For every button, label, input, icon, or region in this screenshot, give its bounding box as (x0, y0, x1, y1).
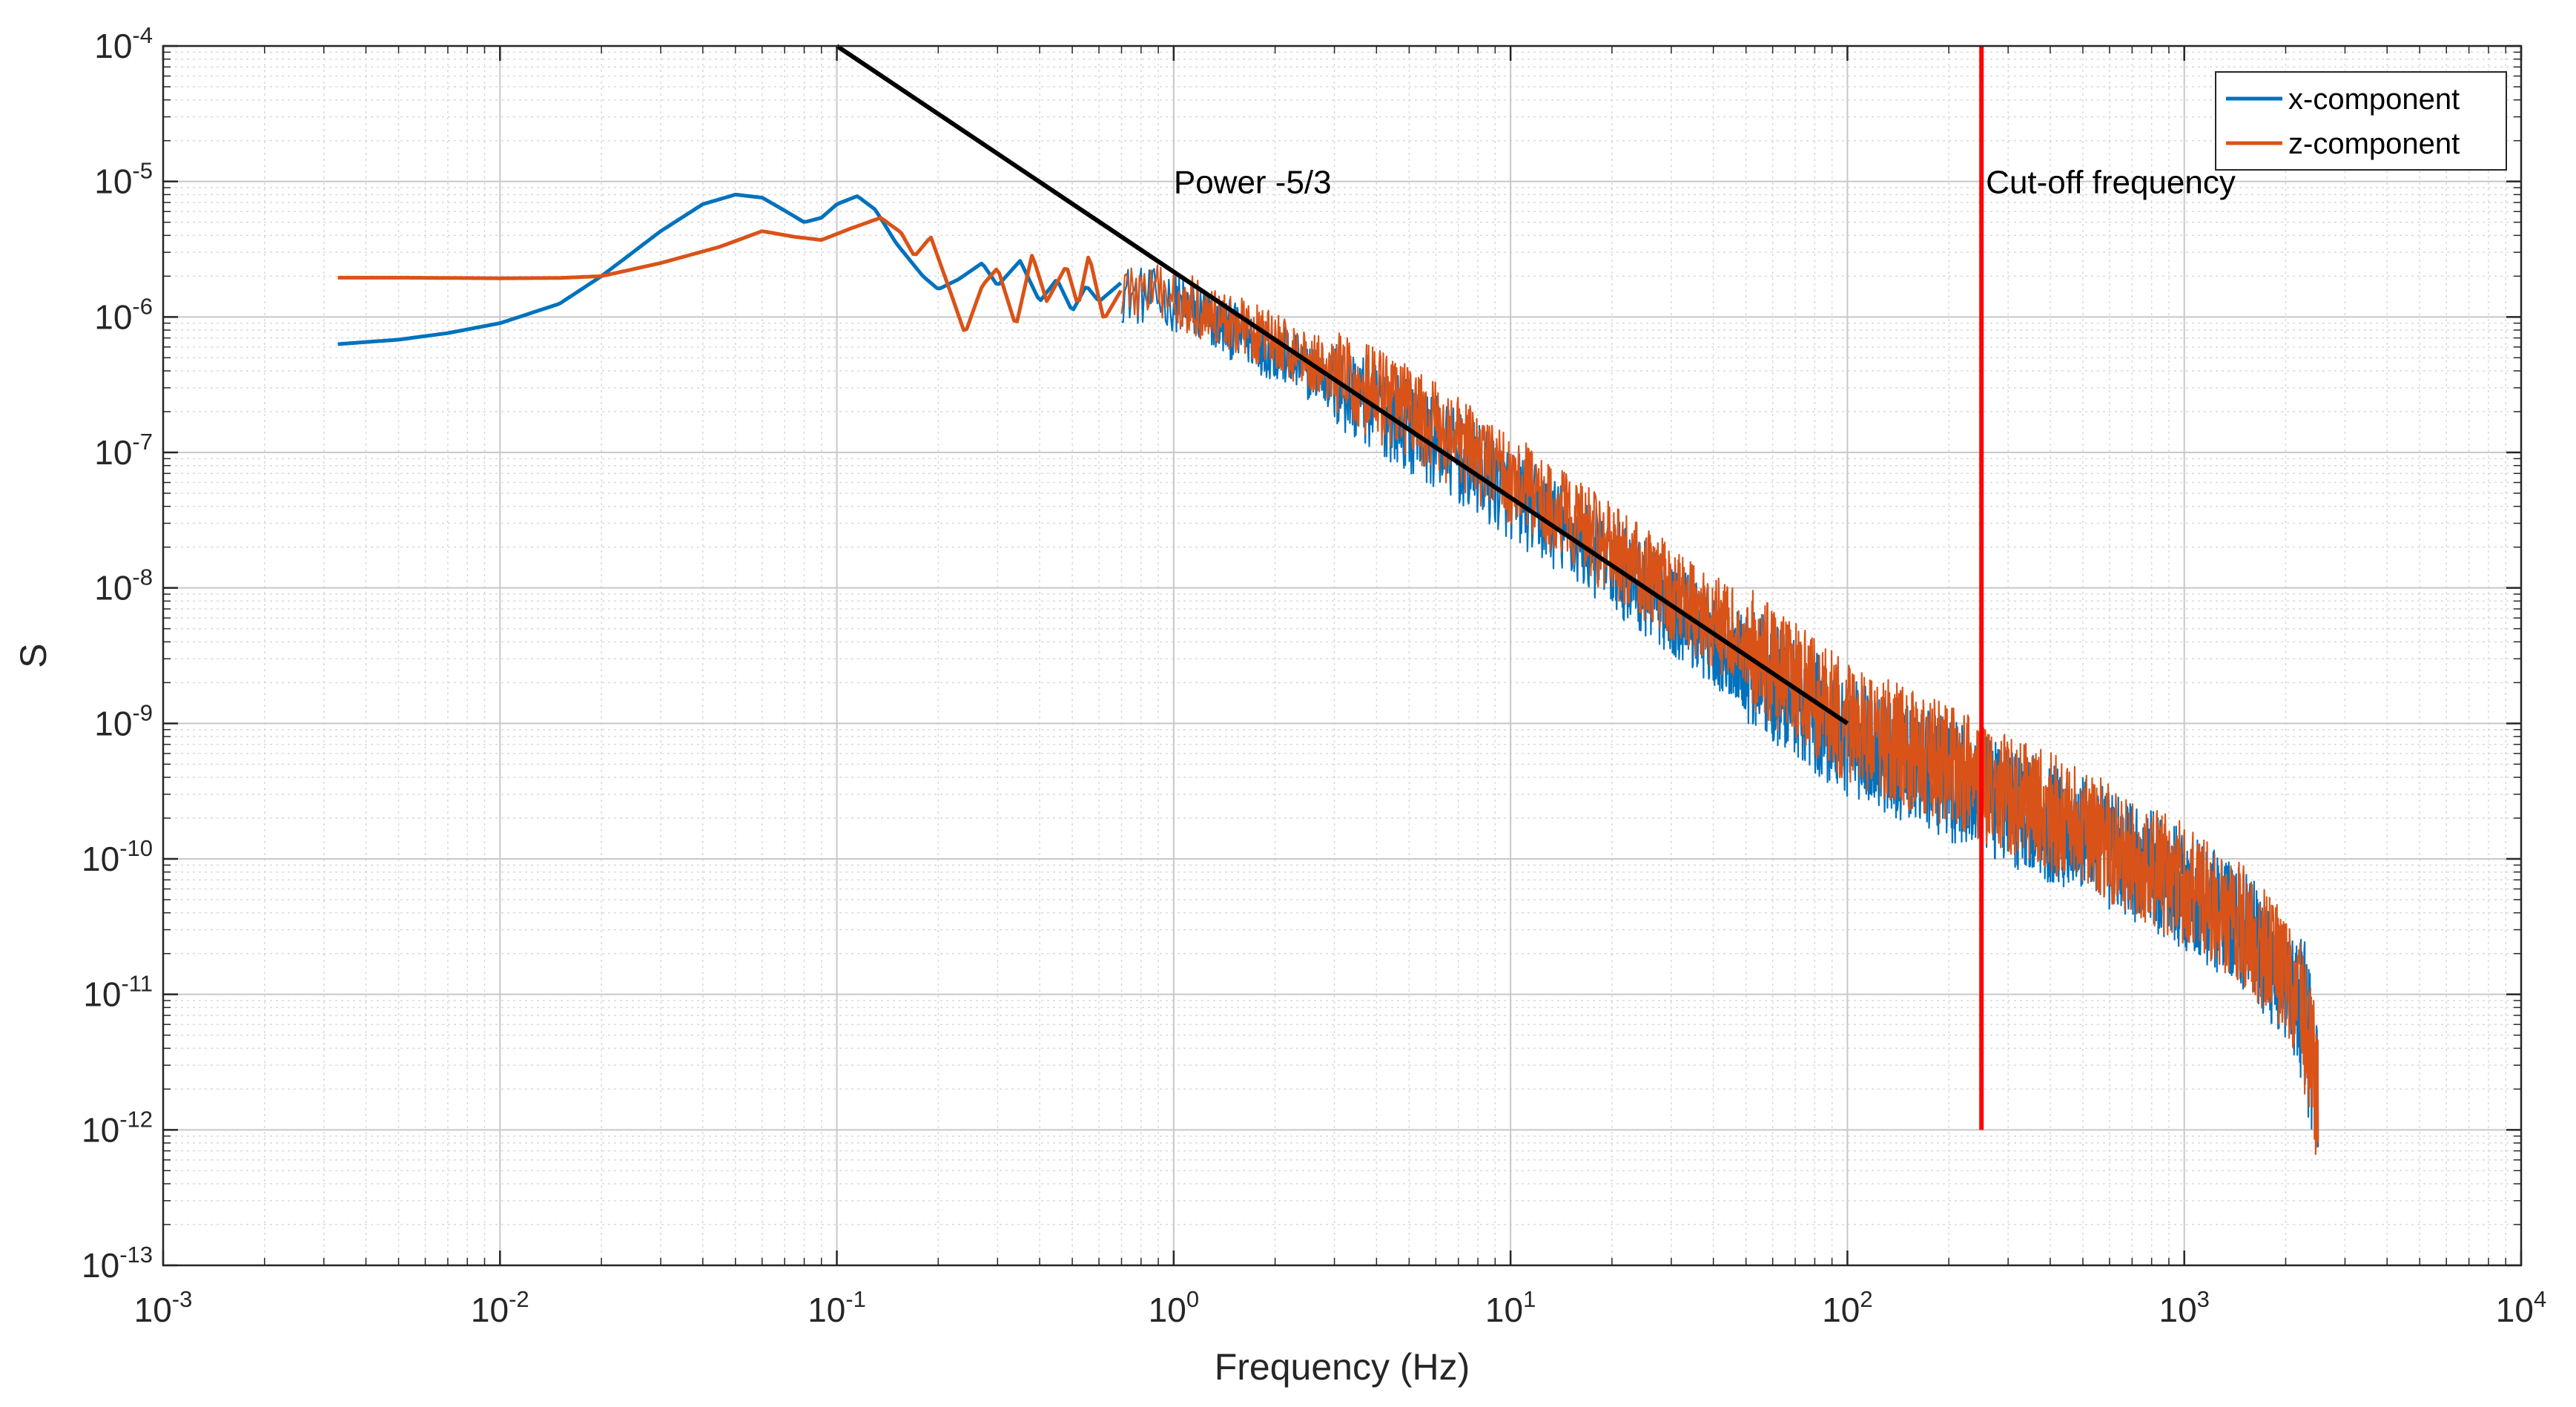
x-tick-label: 104 (2496, 1286, 2546, 1329)
y-tick-label: 10-5 (94, 158, 153, 201)
power-law-annotation: Power -5/3 (1174, 165, 1332, 201)
x-tick-label: 103 (2159, 1286, 2210, 1329)
z-component-low-frequency-line (337, 216, 1123, 332)
y-tick-label: 10-8 (94, 564, 153, 607)
y-tick-labels: 10-13 10-12 10-11 10-10 10-9 10-8 10-7 10-6 10-5… (82, 22, 153, 1285)
z-component-spectrum-line (1120, 264, 2319, 1156)
y-tick-label: 10-7 (94, 429, 153, 472)
plot-area (163, 46, 2521, 1265)
legend: x-component z-component (2215, 71, 2507, 171)
plot-frame (162, 45, 2523, 1267)
power-law-line (835, 44, 1849, 725)
series-z-component (337, 216, 2319, 1156)
y-tick-label: 10-9 (94, 699, 153, 742)
x-tick-label: 10-1 (808, 1286, 866, 1329)
x-tick-labels: 10-3 10-2 10-1 100 101 102 103 104 (134, 1286, 2547, 1329)
y-tick-label: 10-6 (94, 293, 153, 336)
y-tick-label: 10-12 (82, 1106, 153, 1149)
y-tick-label: 10-10 (82, 835, 153, 878)
y-axis-title: S (13, 643, 54, 668)
x-axis-title: Frequency (Hz) (1215, 1346, 1470, 1388)
tick-marks (162, 45, 2523, 1267)
legend-box (2215, 71, 2507, 171)
minor-grid (163, 46, 2521, 1265)
x-tick-label: 101 (1485, 1286, 1536, 1329)
legend-label-x-component: x-component (2288, 83, 2460, 116)
x-tick-label: 100 (1149, 1286, 1199, 1329)
x-tick-label: 10-2 (471, 1286, 529, 1329)
cutoff-annotation: Cut-off frequency (1986, 165, 2236, 201)
major-grid (162, 45, 2522, 1266)
y-tick-label: 10-11 (83, 971, 153, 1014)
legend-label-z-component: z-component (2288, 128, 2460, 160)
reference-lines (835, 44, 1984, 1130)
y-tick-label: 10-13 (82, 1242, 153, 1285)
x-tick-label: 10-3 (134, 1286, 193, 1329)
x-tick-label: 102 (1822, 1286, 1872, 1329)
y-tick-label: 10-4 (94, 22, 153, 65)
